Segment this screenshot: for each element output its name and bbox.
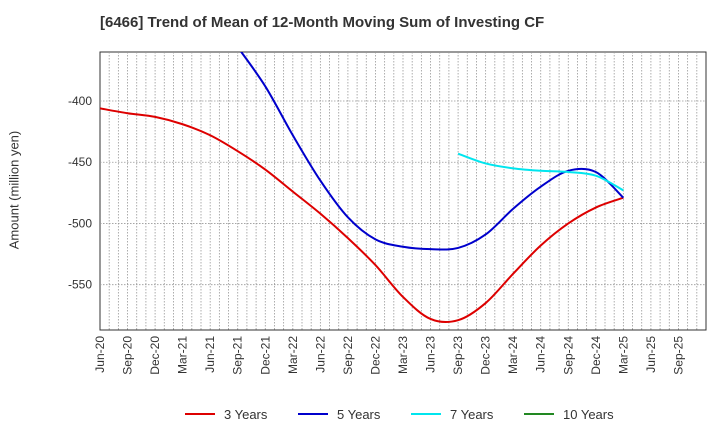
- x-tick-label: Dec-21: [258, 336, 272, 375]
- x-tick-label: Dec-20: [148, 336, 162, 375]
- legend-label: 5 Years: [337, 407, 381, 422]
- x-tick-label: Jun-25: [644, 336, 658, 373]
- series-line-3-years: [100, 107, 624, 324]
- x-tick-label: Dec-24: [589, 336, 603, 375]
- y-tick-label: -450: [68, 155, 92, 169]
- x-tick-label: Jun-23: [424, 336, 438, 373]
- legend-label: 10 Years: [563, 407, 614, 422]
- legend-label: 7 Years: [450, 407, 494, 422]
- x-tick-label: Dec-23: [479, 336, 493, 375]
- horizontal-gridlines: [100, 100, 706, 286]
- x-axis-ticks: Jun-20 Sep-20 Dec-20 Mar-21 Jun-21 Sep-21 Dec-…: [93, 336, 685, 375]
- x-tick-label: Sep-21: [231, 336, 245, 375]
- legend-label: 3 Years: [224, 407, 268, 422]
- x-tick-label: Jun-20: [93, 336, 107, 373]
- x-tick-label: Sep-22: [341, 336, 355, 375]
- x-tick-label: Sep-20: [121, 336, 135, 375]
- x-tick-label: Mar-25: [616, 336, 630, 374]
- y-tick-label: -500: [68, 216, 92, 230]
- y-tick-label: -400: [68, 94, 92, 108]
- x-tick-label: Mar-24: [506, 336, 520, 374]
- x-tick-label: Sep-23: [451, 336, 465, 375]
- x-tick-label: Sep-25: [671, 336, 685, 375]
- x-tick-label: Jun-24: [534, 336, 548, 373]
- x-tick-label: Dec-22: [368, 336, 382, 375]
- chart-title: [6466] Trend of Mean of 12-Month Moving …: [100, 14, 545, 31]
- series-line-7-years: [457, 152, 624, 192]
- series-line-5-years: [240, 52, 625, 251]
- x-tick-label: Mar-23: [396, 336, 410, 374]
- x-tick-label: Mar-21: [176, 336, 190, 374]
- x-tick-label: Jun-22: [313, 336, 327, 373]
- y-tick-label: -550: [68, 278, 92, 292]
- series-lines: [100, 52, 625, 324]
- x-tick-label: Jun-21: [203, 336, 217, 373]
- legend: 3 Years 5 Years 7 Years 10 Years: [185, 407, 614, 422]
- x-tick-label: Mar-22: [286, 336, 300, 374]
- vertical-gridlines: [108, 52, 698, 330]
- y-axis-ticks: -400 -450 -500 -550: [68, 94, 92, 292]
- x-tick-label: Sep-24: [561, 336, 575, 375]
